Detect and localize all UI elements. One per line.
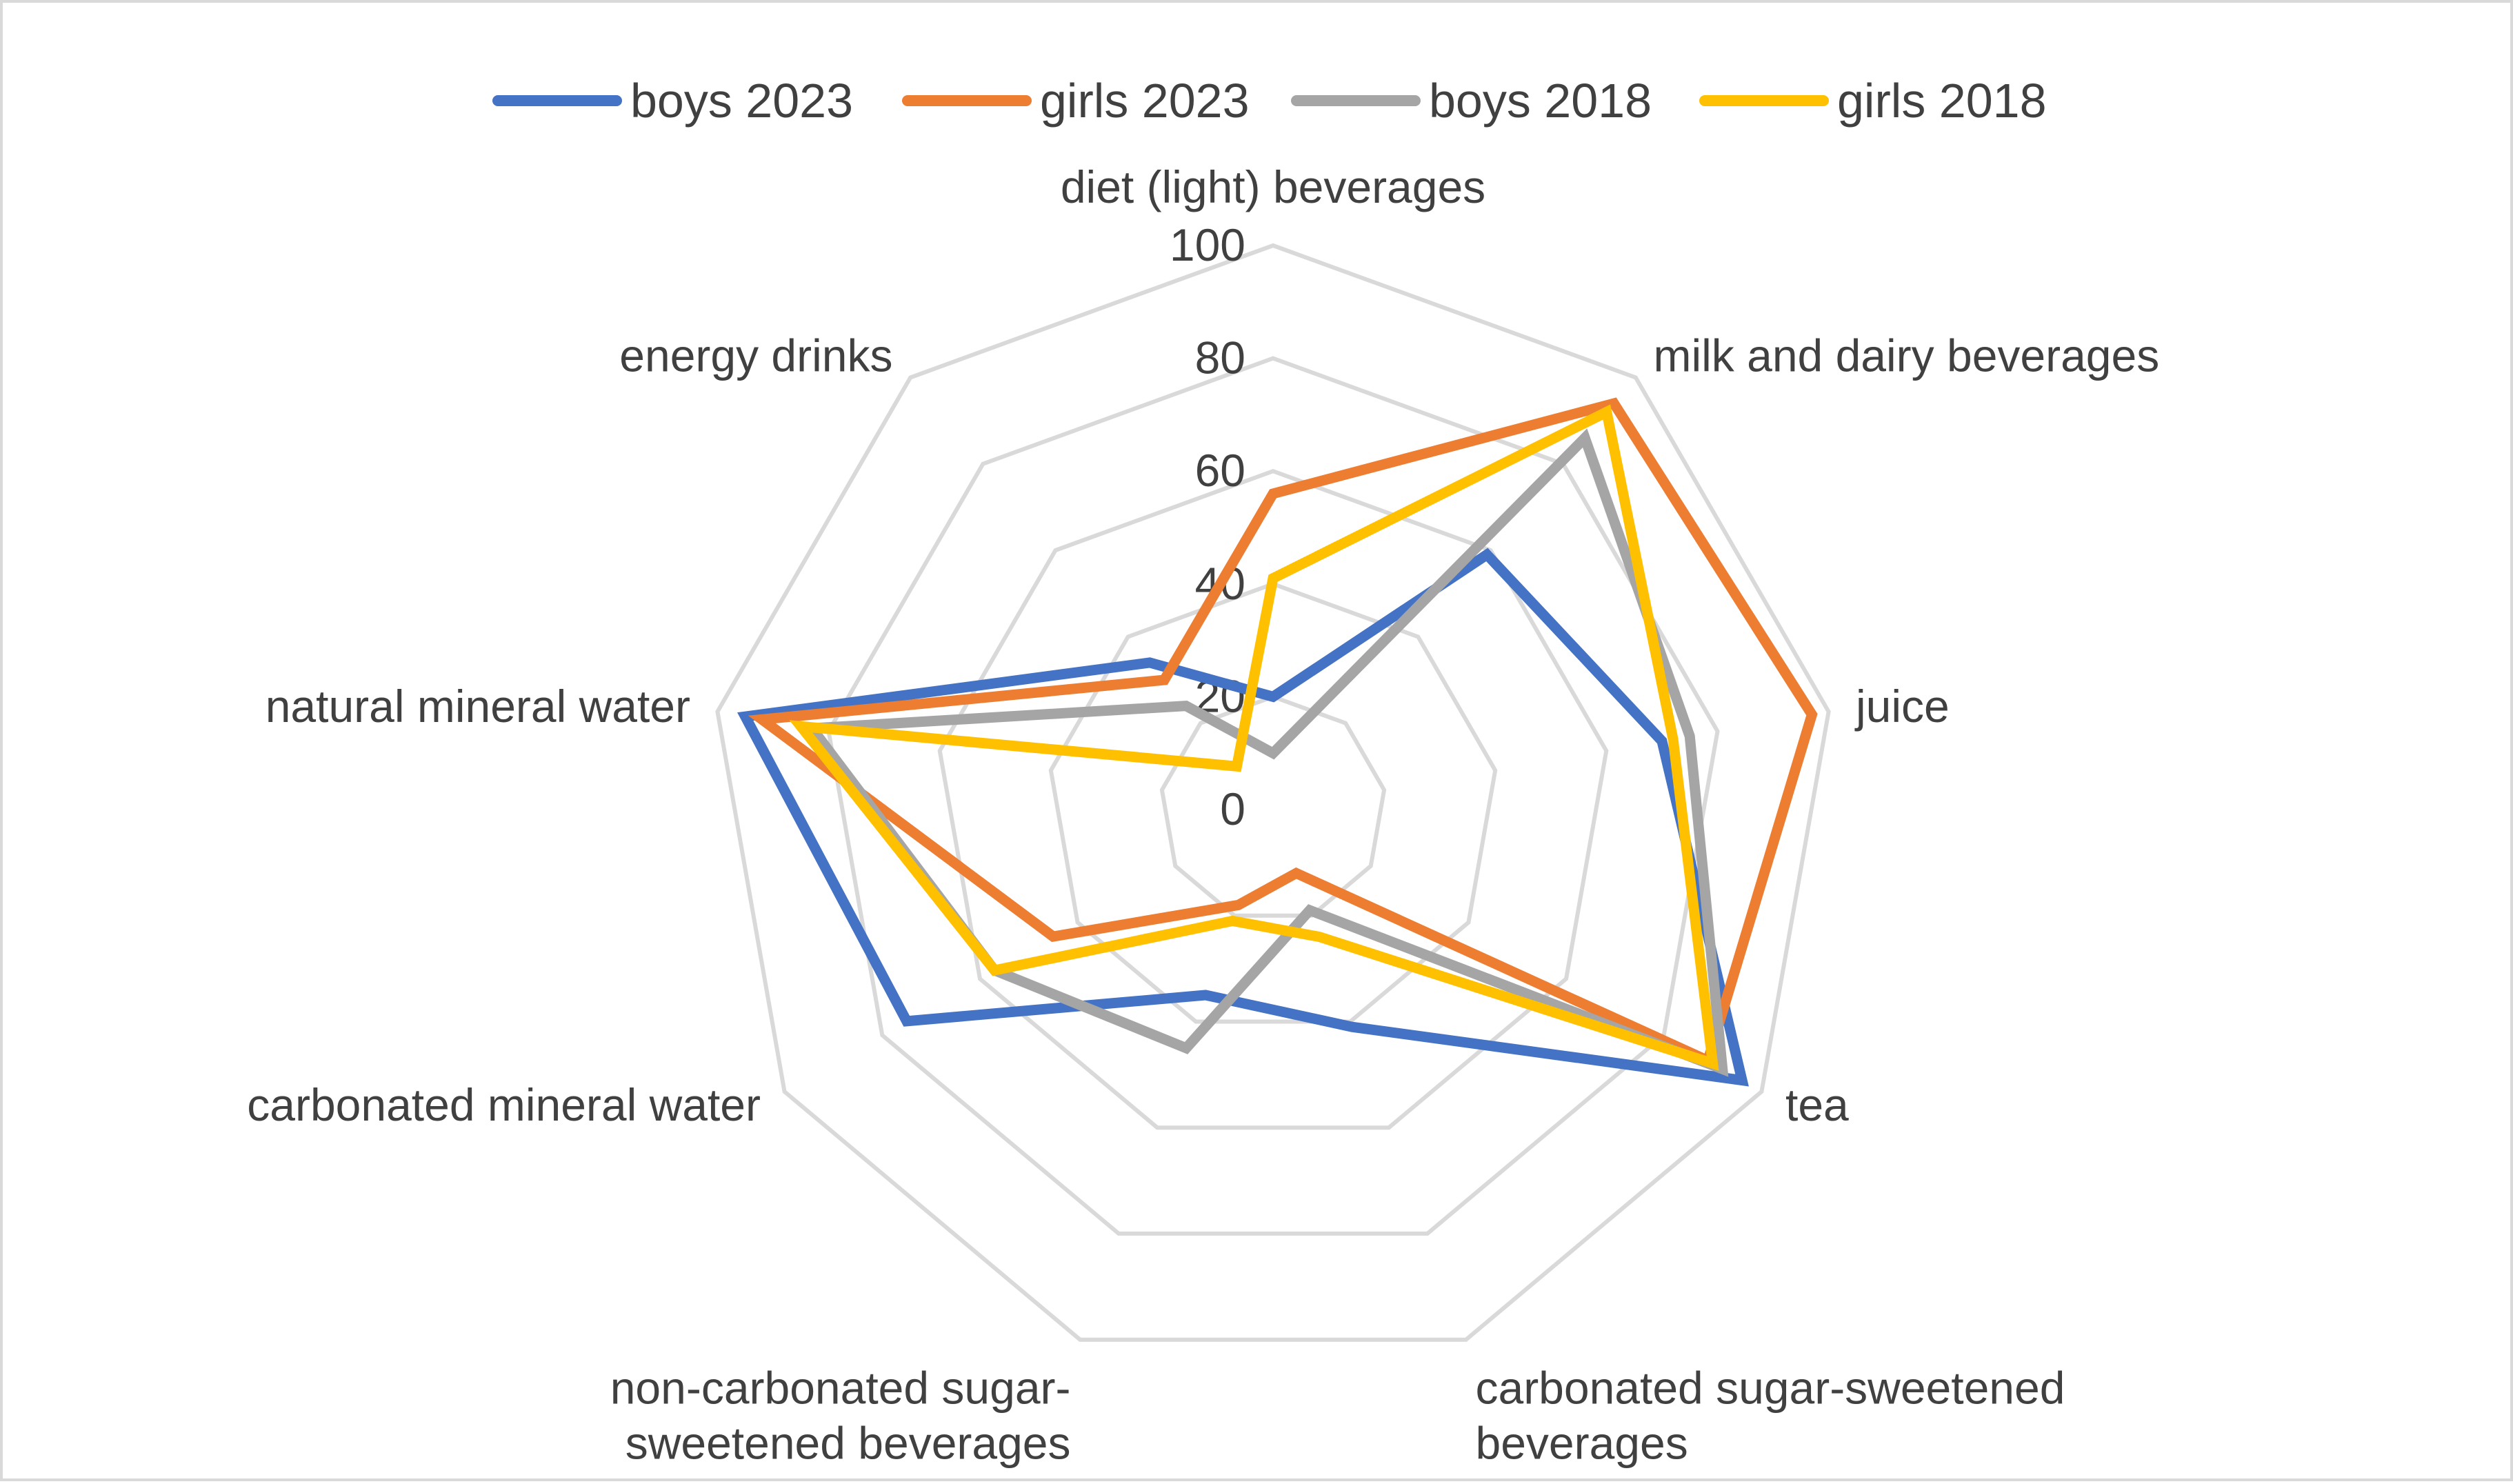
category-label: energy drinks	[619, 330, 892, 381]
category-label: non-carbonated sugar-sweetened beverages	[610, 1362, 1071, 1468]
legend-item: boys 2018	[1291, 74, 1652, 128]
grid-ring-60	[937, 469, 1609, 1130]
legend-label: boys 2023	[630, 74, 853, 128]
grid-layer	[715, 243, 1831, 1342]
series-layer	[737, 397, 1818, 1087]
series-girls-2018	[789, 404, 1719, 1071]
tick-label: 100	[1170, 219, 1245, 270]
legend: boys 2023 girls 2023 boys 2018 girls 2018	[492, 74, 2047, 128]
tick-label: 80	[1195, 332, 1245, 383]
category-label: juice	[1854, 681, 1950, 732]
category-label-line: tea	[1785, 1079, 1849, 1130]
legend-label: girls 2018	[1837, 74, 2047, 128]
legend-label: boys 2018	[1429, 74, 1652, 128]
tick-label: 60	[1195, 445, 1245, 496]
category-label-line: sweetened beverages	[625, 1417, 1071, 1468]
legend-item: boys 2023	[492, 74, 853, 128]
category-label: milk and dairy beverages	[1654, 330, 2160, 381]
category-label: diet (light) beverages	[1061, 161, 1485, 212]
category-label-line: carbonated mineral water	[247, 1079, 761, 1130]
category-label-line: diet (light) beverages	[1061, 161, 1485, 212]
legend-label: girls 2023	[1040, 74, 1250, 128]
tick-label: 0	[1220, 783, 1245, 834]
category-label: natural mineral water	[266, 681, 690, 732]
grid-ring-40	[1048, 581, 1498, 1024]
legend-item: girls 2023	[902, 74, 1250, 128]
category-label-line: non-carbonated sugar-	[610, 1362, 1071, 1413]
grid-ring-100	[715, 243, 1831, 1342]
category-label-line: juice	[1854, 681, 1950, 732]
category-label-line: beverages	[1476, 1417, 1688, 1468]
category-label: carbonated mineral water	[247, 1079, 761, 1130]
category-label-line: carbonated sugar-sweetened	[1476, 1362, 2065, 1413]
series-boys-2018	[801, 428, 1729, 1077]
category-label-line: energy drinks	[619, 330, 892, 381]
series-boys-2023	[737, 548, 1749, 1087]
legend-item: girls 2018	[1699, 74, 2047, 128]
category-label-layer: diet (light) beverages milk and dairy bev…	[247, 161, 2159, 1468]
category-label: tea	[1785, 1079, 1849, 1130]
series-girls-2023	[748, 397, 1818, 1068]
category-label-line: natural mineral water	[266, 681, 690, 732]
category-label-line: milk and dairy beverages	[1654, 330, 2160, 381]
